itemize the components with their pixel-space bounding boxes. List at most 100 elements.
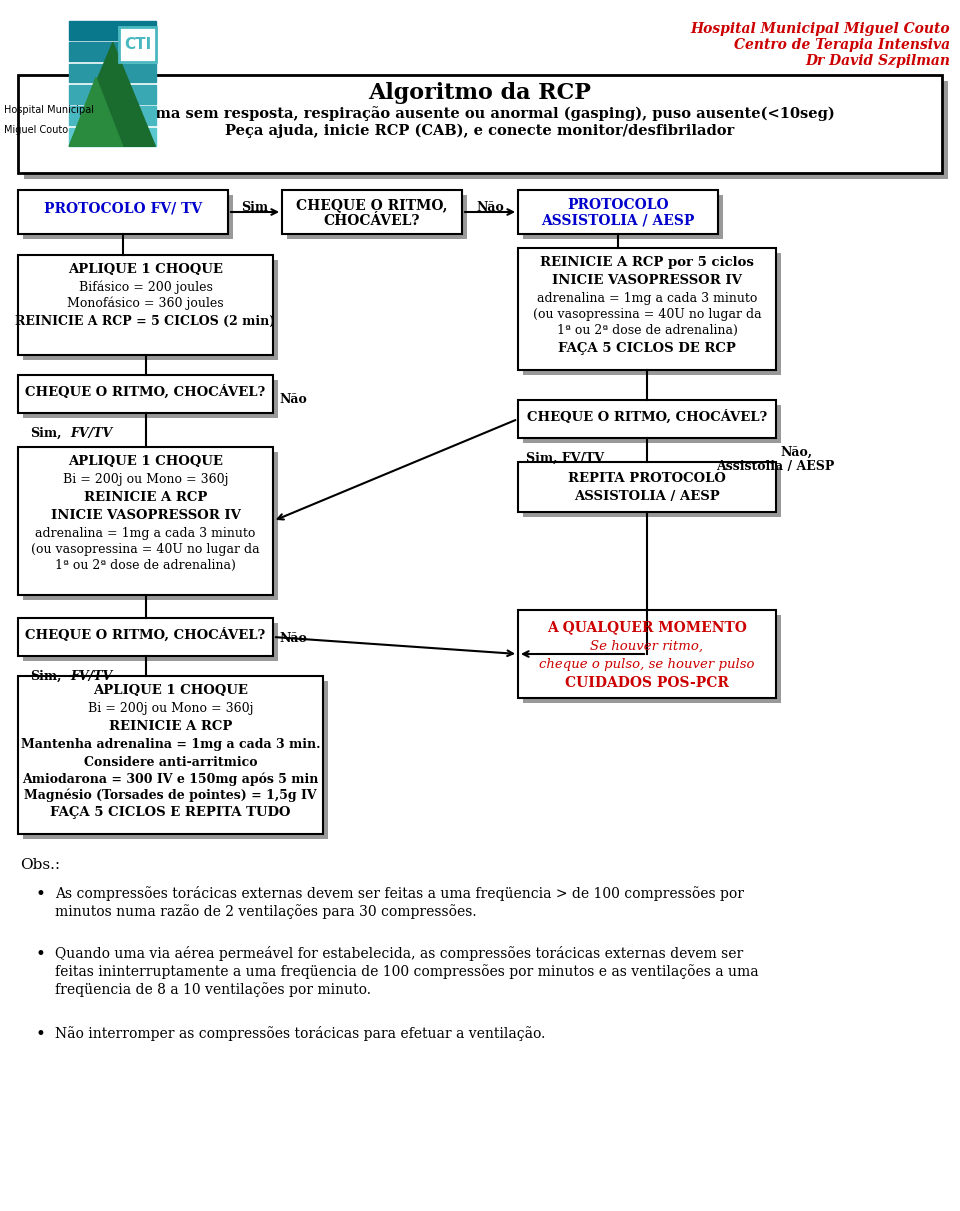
Text: PROTOCOLO FV/ TV: PROTOCOLO FV/ TV bbox=[44, 202, 202, 216]
FancyBboxPatch shape bbox=[23, 380, 278, 418]
Text: REINICIE A RCP = 5 CICLOS (2 min): REINICIE A RCP = 5 CICLOS (2 min) bbox=[15, 315, 276, 328]
Text: Bi = 200j ou Mono = 360j: Bi = 200j ou Mono = 360j bbox=[87, 702, 253, 714]
Text: ASSISTOLIA / AESP: ASSISTOLIA / AESP bbox=[541, 214, 695, 228]
FancyBboxPatch shape bbox=[523, 404, 781, 443]
Text: minutos numa razão de 2 ventilações para 30 compressões.: minutos numa razão de 2 ventilações para… bbox=[55, 903, 476, 919]
Text: Amiodarona = 300 IV e 150mg após 5 min: Amiodarona = 300 IV e 150mg após 5 min bbox=[22, 771, 319, 786]
Text: adrenalina = 1mg a cada 3 minuto: adrenalina = 1mg a cada 3 minuto bbox=[537, 292, 757, 305]
Text: APLIQUE 1 CHOQUE: APLIQUE 1 CHOQUE bbox=[93, 684, 248, 698]
Text: Não: Não bbox=[279, 394, 307, 406]
Text: CHEQUE O RITMO, CHOCÁVEL?: CHEQUE O RITMO, CHOCÁVEL? bbox=[25, 629, 266, 642]
Text: Sim: Sim bbox=[241, 201, 269, 214]
FancyBboxPatch shape bbox=[18, 75, 942, 173]
Text: CHOCÁVEL?: CHOCÁVEL? bbox=[324, 214, 420, 228]
Text: Monofásico = 360 joules: Monofásico = 360 joules bbox=[67, 297, 224, 310]
Text: Hospital Municipal: Hospital Municipal bbox=[4, 105, 94, 115]
FancyBboxPatch shape bbox=[18, 256, 273, 355]
Bar bbox=[69, 64, 156, 82]
Text: cheque o pulso, se houver pulso: cheque o pulso, se houver pulso bbox=[540, 658, 755, 671]
Text: FAÇA 5 CICLOS E REPITA TUDO: FAÇA 5 CICLOS E REPITA TUDO bbox=[50, 807, 291, 819]
FancyBboxPatch shape bbox=[18, 676, 323, 834]
Text: APLIQUE 1 CHOQUE: APLIQUE 1 CHOQUE bbox=[68, 263, 223, 276]
Text: •: • bbox=[35, 946, 45, 963]
Text: Quando uma via aérea permeável for estabelecida, as compressões torácicas extern: Quando uma via aérea permeável for estab… bbox=[55, 946, 743, 962]
Text: INICIE VASOPRESSOR IV: INICIE VASOPRESSOR IV bbox=[51, 509, 240, 522]
FancyBboxPatch shape bbox=[518, 610, 776, 698]
Text: A QUALQUER MOMENTO: A QUALQUER MOMENTO bbox=[547, 620, 747, 635]
Text: Bifásico = 200 joules: Bifásico = 200 joules bbox=[79, 281, 212, 294]
Text: •: • bbox=[35, 886, 45, 903]
FancyBboxPatch shape bbox=[23, 622, 278, 661]
FancyBboxPatch shape bbox=[518, 190, 718, 234]
FancyBboxPatch shape bbox=[23, 195, 233, 239]
Text: FAÇA 5 CICLOS DE RCP: FAÇA 5 CICLOS DE RCP bbox=[558, 342, 736, 355]
FancyBboxPatch shape bbox=[24, 81, 948, 179]
Polygon shape bbox=[69, 78, 123, 147]
Text: 1ª ou 2ª dose de adrenalina): 1ª ou 2ª dose de adrenalina) bbox=[55, 559, 236, 572]
Text: Não: Não bbox=[476, 201, 504, 214]
Bar bbox=[69, 127, 156, 147]
Text: Magnésio (Torsades de pointes) = 1,5g IV: Magnésio (Torsades de pointes) = 1,5g IV bbox=[24, 788, 317, 802]
Text: Centro de Terapia Intensiva: Centro de Terapia Intensiva bbox=[733, 38, 950, 52]
FancyBboxPatch shape bbox=[518, 400, 776, 438]
FancyBboxPatch shape bbox=[18, 375, 273, 413]
FancyBboxPatch shape bbox=[523, 253, 781, 375]
Bar bbox=[69, 21, 156, 40]
Text: Algoritmo da RCP: Algoritmo da RCP bbox=[369, 82, 591, 104]
Text: CHEQUE O RITMO, CHOCÁVEL?: CHEQUE O RITMO, CHOCÁVEL? bbox=[25, 385, 266, 400]
Text: PROTOCOLO: PROTOCOLO bbox=[567, 199, 669, 212]
Text: CHEQUE O RITMO, CHOCÁVEL?: CHEQUE O RITMO, CHOCÁVEL? bbox=[527, 411, 767, 424]
Text: (ou vasopressina = 40U no lugar da: (ou vasopressina = 40U no lugar da bbox=[533, 308, 761, 321]
Text: 1ª ou 2ª dose de adrenalina): 1ª ou 2ª dose de adrenalina) bbox=[557, 325, 737, 337]
Text: CTI: CTI bbox=[124, 38, 151, 52]
Text: Dr David Szpilman: Dr David Szpilman bbox=[805, 54, 950, 68]
Bar bbox=[119, 28, 156, 63]
Text: Assistolia / AESP: Assistolia / AESP bbox=[716, 460, 834, 474]
FancyBboxPatch shape bbox=[518, 463, 776, 512]
Text: ASSISTOLIA / AESP: ASSISTOLIA / AESP bbox=[574, 490, 720, 503]
Text: (ou vasopressina = 40U no lugar da: (ou vasopressina = 40U no lugar da bbox=[31, 543, 260, 556]
Text: REINICIE A RCP: REINICIE A RCP bbox=[84, 490, 207, 504]
Text: CHEQUE O RITMO,: CHEQUE O RITMO, bbox=[297, 199, 447, 212]
FancyBboxPatch shape bbox=[18, 618, 273, 656]
FancyBboxPatch shape bbox=[523, 195, 723, 239]
Text: Vítima sem resposta, respiração ausente ou anormal (gasping), puso ausente(<10se: Vítima sem resposta, respiração ausente … bbox=[126, 107, 834, 121]
Text: Não interromper as compressões torácicas para efetuar a ventilação.: Não interromper as compressões torácicas… bbox=[55, 1026, 545, 1041]
Text: Hospital Municipal Miguel Couto: Hospital Municipal Miguel Couto bbox=[690, 22, 950, 36]
Text: FV/TV: FV/TV bbox=[70, 670, 112, 683]
Text: INICIE VASOPRESSOR IV: INICIE VASOPRESSOR IV bbox=[552, 274, 742, 287]
Text: Não,: Não, bbox=[780, 446, 812, 459]
FancyBboxPatch shape bbox=[287, 195, 467, 239]
FancyBboxPatch shape bbox=[18, 447, 273, 595]
Text: •: • bbox=[35, 1026, 45, 1043]
FancyBboxPatch shape bbox=[518, 248, 776, 371]
Text: Peça ajuda, inicie RCP (CAB), e conecte monitor/desfibrilador: Peça ajuda, inicie RCP (CAB), e conecte … bbox=[226, 124, 734, 138]
Polygon shape bbox=[69, 42, 156, 147]
Text: Não: Não bbox=[279, 632, 307, 645]
FancyBboxPatch shape bbox=[23, 681, 328, 839]
Text: Miguel Couto: Miguel Couto bbox=[4, 125, 68, 136]
Bar bbox=[69, 85, 156, 104]
Text: APLIQUE 1 CHOQUE: APLIQUE 1 CHOQUE bbox=[68, 455, 223, 467]
Bar bbox=[119, 28, 156, 63]
FancyBboxPatch shape bbox=[23, 452, 278, 599]
Text: As compressões torácicas externas devem ser feitas a uma freqüencia > de 100 com: As compressões torácicas externas devem … bbox=[55, 886, 744, 901]
Text: REINICIE A RCP por 5 ciclos: REINICIE A RCP por 5 ciclos bbox=[540, 256, 754, 269]
FancyBboxPatch shape bbox=[23, 260, 278, 360]
Text: adrenalina = 1mg a cada 3 minuto: adrenalina = 1mg a cada 3 minuto bbox=[36, 527, 255, 540]
Text: Mantenha adrenalina = 1mg a cada 3 min.: Mantenha adrenalina = 1mg a cada 3 min. bbox=[21, 737, 321, 751]
Bar bbox=[69, 107, 156, 125]
Text: Obs.:: Obs.: bbox=[20, 859, 60, 872]
Text: Sim,: Sim, bbox=[30, 670, 61, 683]
FancyBboxPatch shape bbox=[18, 190, 228, 234]
Text: REPITA PROTOCOLO: REPITA PROTOCOLO bbox=[568, 472, 726, 484]
Text: Bi = 200j ou Mono = 360j: Bi = 200j ou Mono = 360j bbox=[62, 474, 228, 486]
Text: Considere anti-arritmico: Considere anti-arritmico bbox=[84, 756, 257, 769]
Text: FV/TV: FV/TV bbox=[70, 427, 112, 440]
FancyBboxPatch shape bbox=[523, 615, 781, 704]
Text: freqüencia de 8 a 10 ventilações por minuto.: freqüencia de 8 a 10 ventilações por min… bbox=[55, 982, 371, 997]
FancyBboxPatch shape bbox=[523, 467, 781, 517]
Text: Se houver ritmo,: Se houver ritmo, bbox=[590, 639, 704, 653]
Text: Sim,: Sim, bbox=[30, 427, 61, 440]
Text: CUIDADOS POS-PCR: CUIDADOS POS-PCR bbox=[565, 676, 729, 690]
